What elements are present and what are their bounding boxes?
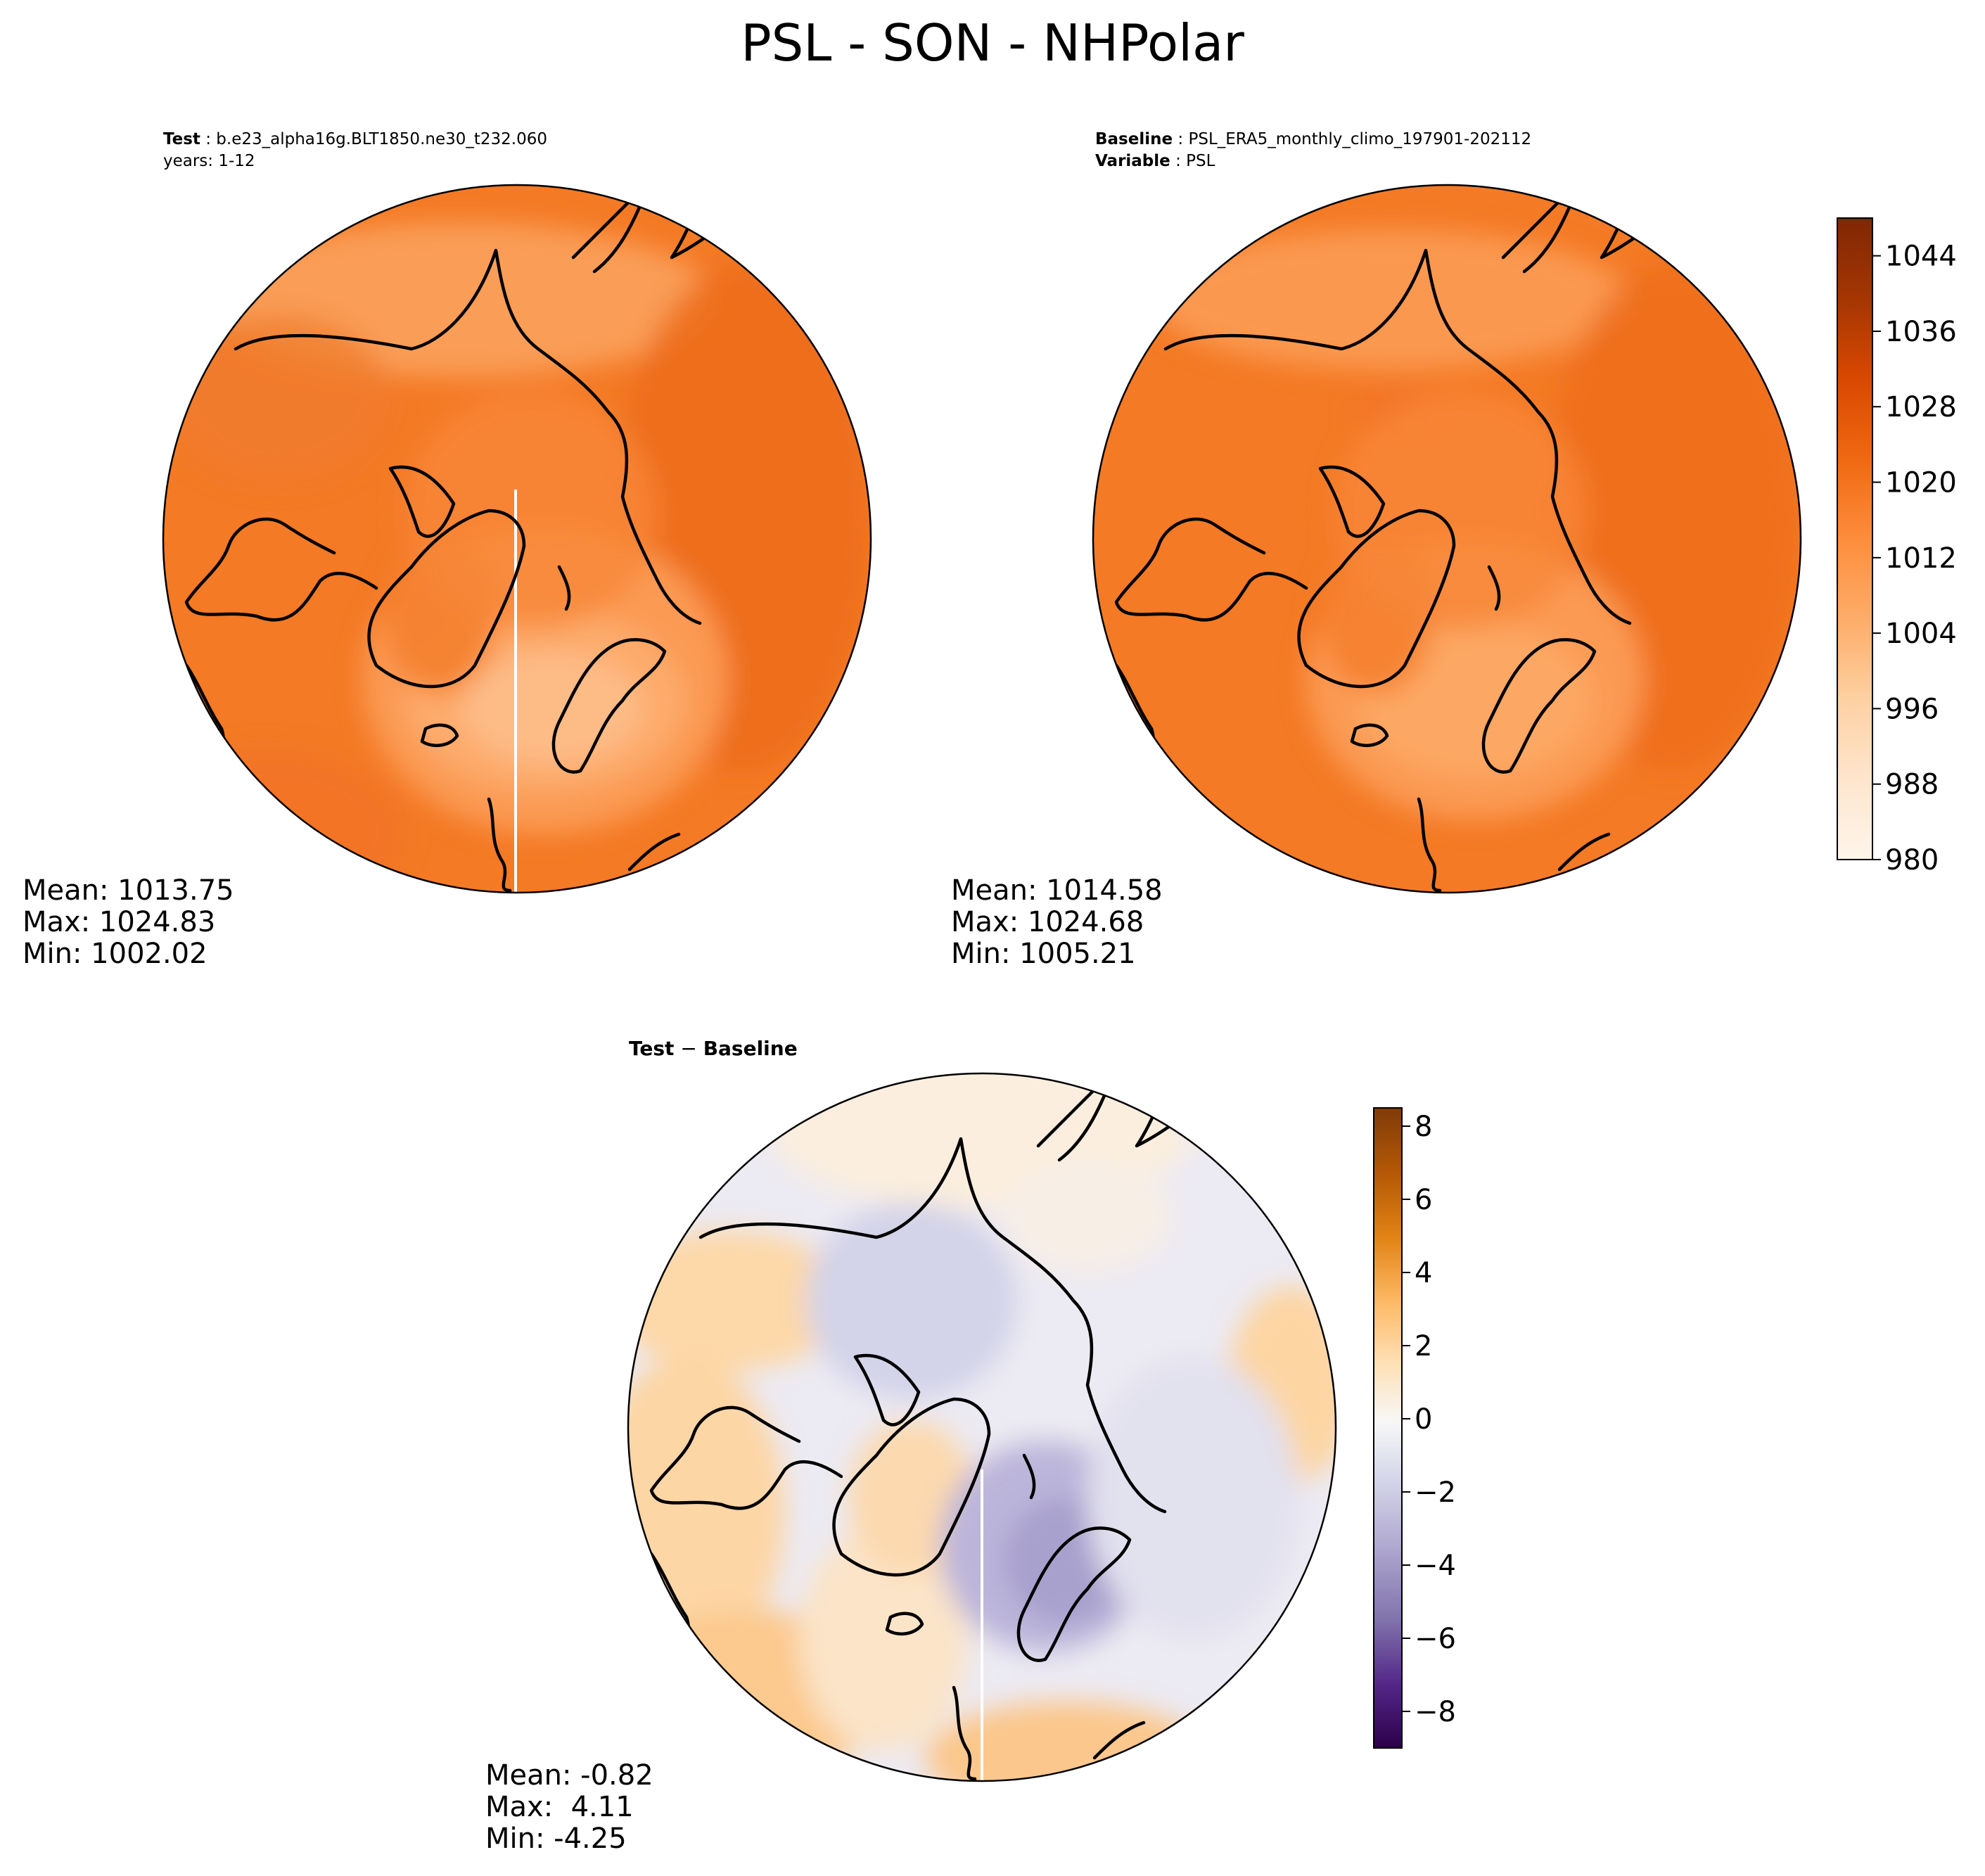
colorbar-psl-tick-label: 988 [1885, 769, 1939, 801]
panel-baseline-mean: Mean: 1014.58 [951, 874, 1163, 907]
panel-baseline-variable-sep: : [1170, 152, 1186, 170]
panel-baseline-label: Baseline [1095, 130, 1173, 148]
map-baseline [1092, 184, 1802, 894]
panel-test-max: Max: 1024.83 [23, 906, 215, 938]
panel-baseline-variable-label: Variable [1095, 152, 1170, 170]
colorbar-diff-ticks: −8 −6 −4 −2 0 2 4 6 8 [1402, 1111, 1456, 1728]
colorbar-diff-tick-label: 6 [1415, 1184, 1432, 1216]
panel-baseline-variable-value: PSL [1186, 152, 1215, 170]
panel-baseline-header: Baseline : PSL_ERA5_monthly_climo_197901… [1095, 130, 1531, 148]
panel-baseline-case: PSL_ERA5_monthly_climo_197901-202112 [1188, 130, 1531, 148]
panel-diff-label-op: − [674, 1037, 703, 1060]
panel-test-sep: : [200, 130, 216, 148]
panel-diff-max: Max: 4.11 [485, 1791, 634, 1823]
map-test [162, 184, 872, 894]
colorbar-psl-tick-label: 1012 [1885, 542, 1957, 575]
panel-diff-title: Test − Baseline [629, 1037, 798, 1060]
panel-baseline-max: Max: 1024.68 [951, 906, 1144, 938]
panel-test-years: years: 1-12 [163, 152, 255, 170]
panel-diff: Test − Baseline [485, 1037, 1337, 1855]
coastlines [184, 185, 758, 893]
colorbar-psl-tick-label: 1004 [1885, 618, 1957, 650]
coastlines [1114, 185, 1688, 893]
coastlines [649, 1073, 1223, 1781]
colorbar-psl-tick-label: 1036 [1885, 316, 1957, 348]
map-diff [627, 1072, 1337, 1782]
panel-test-mean: Mean: 1013.75 [23, 874, 234, 907]
colorbar-diff-tick-label: 8 [1415, 1111, 1432, 1143]
colorbar-psl-bar [1837, 217, 1873, 860]
panel-diff-mean: Mean: -0.82 [485, 1759, 653, 1792]
figure-title: PSL - SON - NHPolar [741, 13, 1244, 72]
colorbar-diff-tick-label: −8 [1415, 1696, 1456, 1728]
panel-test: Test : b.e23_alpha16g.BLT1850.ne30_t232.… [23, 130, 872, 970]
colorbar-psl: 980 988 996 1004 1012 1020 1028 1036 1044 [1837, 217, 1957, 876]
panel-test-case: b.e23_alpha16g.BLT1850.ne30_t232.060 [216, 130, 547, 148]
panel-test-min: Min: 1002.02 [23, 938, 208, 970]
panel-test-header: Test : b.e23_alpha16g.BLT1850.ne30_t232.… [163, 130, 547, 148]
colorbar-psl-tick-label: 1044 [1885, 241, 1957, 273]
colorbar-diff-tick-label: 2 [1415, 1330, 1432, 1363]
panel-diff-min: Min: -4.25 [485, 1823, 627, 1855]
seam-line [514, 490, 517, 893]
panel-diff-label-b: Baseline [703, 1037, 798, 1060]
colorbar-diff-bar [1373, 1107, 1403, 1749]
colorbar-psl-tick-label: 980 [1885, 844, 1939, 876]
colorbar-psl-tick-label: 1020 [1885, 467, 1957, 499]
colorbar-diff: −8 −6 −4 −2 0 2 4 6 8 [1373, 1107, 1456, 1749]
colorbar-psl-tick-label: 1028 [1885, 391, 1957, 423]
panel-test-label: Test [163, 130, 200, 148]
colorbar-diff-tick-label: −6 [1415, 1623, 1456, 1655]
colorbar-diff-tick-label: −4 [1415, 1550, 1456, 1582]
colorbar-diff-tick-label: 4 [1415, 1257, 1432, 1289]
colorbar-psl-tick-label: 996 [1885, 693, 1939, 725]
panel-baseline-min: Min: 1005.21 [951, 938, 1136, 970]
panel-diff-label-a: Test [629, 1037, 674, 1060]
colorbar-diff-tick-label: −2 [1415, 1476, 1456, 1509]
panel-baseline-sep: : [1173, 130, 1188, 148]
panel-baseline: Baseline : PSL_ERA5_monthly_climo_197901… [951, 130, 1802, 970]
colorbar-psl-ticks: 980 988 996 1004 1012 1020 1028 1036 1044 [1872, 241, 1957, 876]
colorbar-diff-tick-label: 0 [1415, 1403, 1432, 1436]
seam-line [981, 1469, 983, 1781]
panel-baseline-variable: Variable : PSL [1095, 152, 1215, 170]
